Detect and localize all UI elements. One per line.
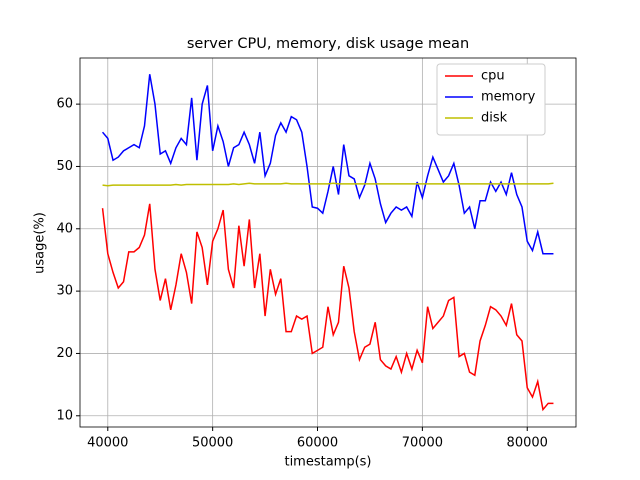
x-tick-label: 80000 — [507, 436, 548, 451]
legend-label: cpu — [481, 69, 505, 84]
y-tick-label: 10 — [56, 408, 73, 423]
y-tick-label: 50 — [56, 159, 73, 174]
legend-label: disk — [481, 111, 508, 126]
series-line — [101, 203, 554, 412]
y-tick-label: 20 — [56, 346, 73, 361]
x-tick-label: 60000 — [297, 436, 338, 451]
axes-frame — [79, 57, 577, 428]
series-line — [101, 74, 554, 255]
chart-title: server CPU, memory, disk usage mean — [187, 36, 469, 52]
y-axis-label: usage(%) — [33, 212, 48, 274]
y-tick-label: 60 — [56, 97, 73, 112]
series-line — [102, 182, 554, 187]
x-tick-label: 70000 — [402, 436, 443, 451]
y-tick-label: 40 — [56, 221, 73, 236]
x-tick-label: 40000 — [87, 436, 128, 451]
x-tick-label: 50000 — [192, 436, 233, 451]
legend-label: memory — [481, 90, 536, 105]
y-tick-label: 30 — [56, 284, 73, 299]
x-axis-label: timestamp(s) — [284, 455, 371, 470]
